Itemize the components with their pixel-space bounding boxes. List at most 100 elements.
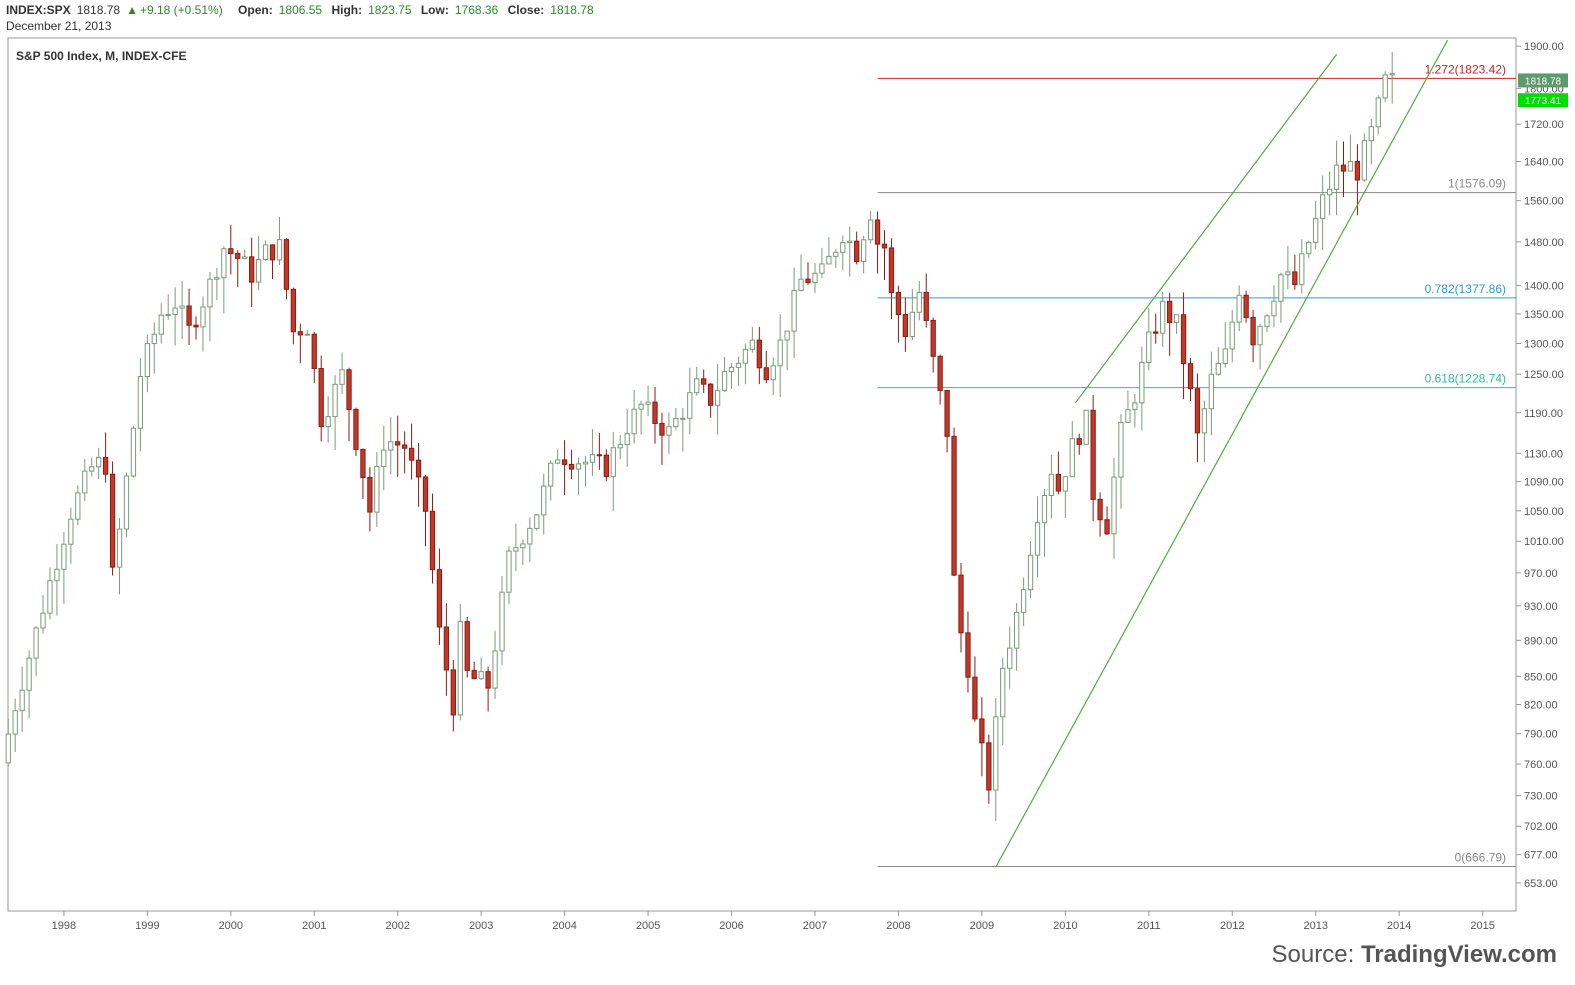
price-badge-label: 1773.41 <box>1525 96 1562 107</box>
candle-body <box>485 671 491 689</box>
candle-body <box>714 389 721 406</box>
candle-body <box>68 518 74 545</box>
candle-body <box>1326 188 1333 196</box>
candle-body <box>144 343 150 377</box>
candle-body <box>1180 314 1187 365</box>
fib-level-label: 1.272(1823.42) <box>1425 62 1506 76</box>
candle-body <box>666 426 672 436</box>
candle-body <box>1013 611 1020 649</box>
x-tick-label: 2006 <box>719 920 743 932</box>
candle-body <box>19 689 25 712</box>
x-tick-label: 2002 <box>385 920 409 932</box>
candle-body <box>763 367 769 381</box>
candle-body <box>96 456 102 468</box>
candle-body <box>332 383 338 418</box>
plot-border <box>7 37 1517 912</box>
candle-body <box>33 627 39 659</box>
y-tick-label: 1900.00 <box>1524 41 1564 53</box>
candle-body <box>791 289 797 332</box>
candle-body <box>902 314 909 338</box>
candle-body <box>513 547 519 552</box>
candle-body <box>819 263 825 274</box>
candle-body <box>1333 164 1340 190</box>
candle-body <box>422 476 429 512</box>
candle-body <box>923 291 929 321</box>
candle-body <box>1250 316 1256 346</box>
candle-body <box>450 669 456 716</box>
candle-body <box>471 669 477 680</box>
candle-body <box>603 454 609 478</box>
candle-body <box>909 311 915 338</box>
candle-body <box>777 339 783 367</box>
candle-body <box>1340 164 1347 172</box>
fib-level-label: 0.618(1228.74) <box>1425 372 1506 386</box>
candle-body <box>812 272 818 284</box>
candle-body <box>249 256 255 283</box>
candle-body <box>116 528 123 568</box>
candle-body <box>561 459 568 465</box>
source-brand: TradingView.com <box>1360 941 1557 968</box>
close-value: 1818.78 <box>550 3 594 17</box>
candle-body <box>262 244 269 261</box>
symbol-label: INDEX:SPX <box>6 3 71 17</box>
candle-body <box>568 463 575 470</box>
candle-body <box>1027 554 1034 591</box>
y-tick-label: 653.00 <box>1524 878 1558 890</box>
trend-line <box>995 39 1449 867</box>
low-value: 1768.36 <box>454 3 499 17</box>
candle-body <box>888 247 895 293</box>
candle-body <box>972 676 978 720</box>
candle-body <box>318 367 324 428</box>
candle-body <box>242 256 248 259</box>
y-tick-label: 1400.00 <box>1524 280 1564 292</box>
candle-body <box>102 456 109 475</box>
candle-body <box>1000 667 1006 718</box>
candle-body <box>624 433 630 446</box>
candle-body <box>833 251 839 257</box>
candle-body <box>916 291 922 313</box>
candle-body <box>325 416 331 428</box>
candle-body <box>408 447 415 461</box>
candle-body <box>1215 363 1221 375</box>
candle-body <box>1354 160 1361 181</box>
x-tick-label: 2001 <box>302 920 326 932</box>
y-tick-label: 1300.00 <box>1524 338 1564 350</box>
candle-body <box>235 252 241 259</box>
y-tick-label: 1130.00 <box>1524 448 1563 460</box>
candle-body <box>506 550 512 593</box>
x-tick-label: 2005 <box>636 920 660 932</box>
candle-body <box>283 239 290 290</box>
x-tick-label: 2008 <box>886 920 910 932</box>
candle-body <box>694 378 700 394</box>
candle-body <box>179 305 185 309</box>
candle-body <box>297 331 303 336</box>
open-label: Open: <box>238 3 273 17</box>
candle-body <box>854 240 860 263</box>
up-triangle-icon: ▲ <box>126 3 138 17</box>
candle-body <box>200 306 206 328</box>
candle-body <box>1222 348 1228 365</box>
fib-level-label: 0(666.79) <box>1455 851 1506 865</box>
candle-body <box>798 278 804 291</box>
candle-body <box>1347 160 1354 172</box>
trend-line <box>1074 54 1338 404</box>
candle-body <box>457 621 463 716</box>
y-tick-label: 1090.00 <box>1524 477 1564 489</box>
candle-body <box>840 242 846 253</box>
candle-body <box>881 243 888 249</box>
candle-body <box>1201 408 1208 434</box>
candle-body <box>75 492 81 520</box>
x-tick-label: 2012 <box>1220 920 1244 932</box>
candle-body <box>1020 589 1027 613</box>
candle-body <box>12 710 18 735</box>
y-tick-label: 1250.00 <box>1524 369 1564 381</box>
x-tick-label: 2010 <box>1053 920 1077 932</box>
candle-body <box>770 365 776 381</box>
candle-body <box>1034 522 1041 556</box>
candle-body <box>534 514 540 529</box>
x-tick-label: 2007 <box>803 920 827 932</box>
candle-body <box>805 278 811 284</box>
candle-body <box>172 307 178 316</box>
source-prefix: Source: <box>1271 941 1355 968</box>
